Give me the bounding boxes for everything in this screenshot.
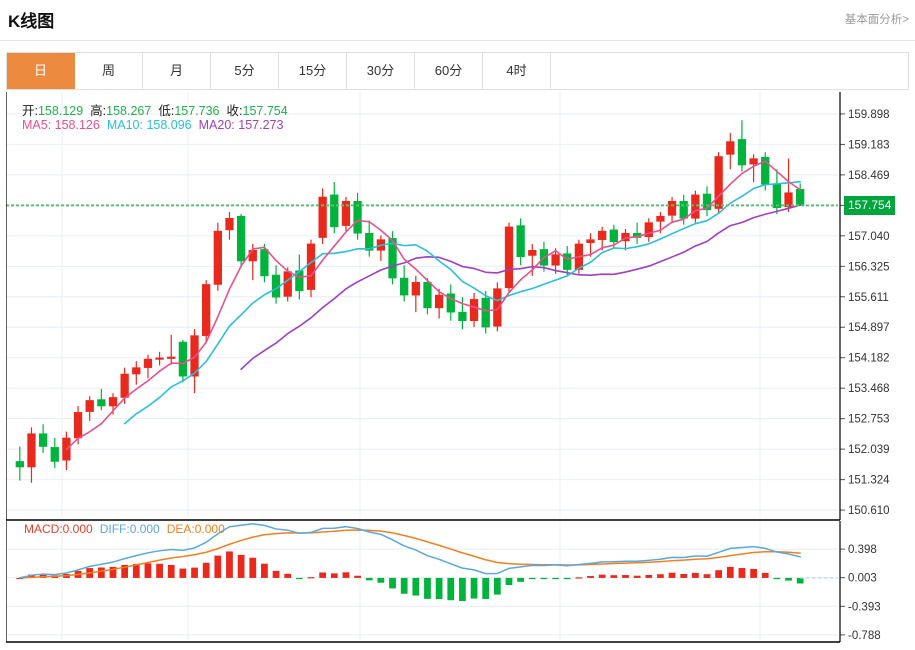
svg-text:154.897: 154.897 [848,322,890,334]
svg-text:157.040: 157.040 [848,231,890,243]
chart-area[interactable]: 159.898 159.183 158.469 157.754 157.040 156.3… [6,92,909,645]
macd-legend: MACD:0.000 DIFF:0.000 DEA:0.000 [24,522,225,536]
open-label: 开: [22,104,38,118]
tabbar-filler [551,53,908,89]
svg-text:153.468: 153.468 [848,383,890,395]
ma20-legend: MA20: 157.273 [198,118,284,132]
period-tabbar: 日 周 月 5分 15分 30分 60分 4时 [6,52,909,90]
low-value: 157.736 [174,104,220,118]
svg-text:156.325: 156.325 [848,261,890,273]
macd-lines [19,523,838,579]
svg-text:158.469: 158.469 [848,170,890,182]
svg-text:-0.788: -0.788 [848,630,881,642]
tab-4hour[interactable]: 4时 [483,53,551,89]
price-gridlines [6,113,838,511]
macd-legend-value: MACD:0.000 [24,522,93,536]
svg-text:-0.393: -0.393 [848,601,881,613]
svg-text:0.003: 0.003 [848,573,877,585]
high-label: 高: [90,104,107,118]
svg-text:151.324: 151.324 [848,475,890,487]
chart-frames [6,92,841,643]
ma-legend: MA5: 158.126 MA10: 158.096 MA20: 157.273 [22,118,283,132]
macd-gridlines [6,548,838,636]
price-axis: 159.898159.183158.469157.754157.040156.3… [840,109,890,517]
tab-60min[interactable]: 60分 [415,53,483,89]
svg-text:154.182: 154.182 [848,353,890,365]
fundamental-analysis-link[interactable]: 基本面分析> [844,14,909,26]
ohlc-legend: 开:158.129 高:158.267 低:157.736 收:157.754 [22,100,288,119]
page-header: K线图 基本面分析> [0,0,915,41]
dea-legend-value: DEA:0.000 [166,522,225,536]
close-label: 收: [226,104,243,118]
svg-text:159.183: 159.183 [848,139,890,151]
svg-text:0.398: 0.398 [848,544,877,556]
page-title: K线图 [8,12,55,31]
svg-text:159.898: 159.898 [848,109,890,121]
svg-text:155.611: 155.611 [848,292,889,304]
ma10-legend: MA10: 158.096 [106,118,192,132]
diff-legend-value: DIFF:0.000 [99,522,160,536]
low-label: 低: [158,104,175,118]
svg-text:150.610: 150.610 [848,505,890,517]
tab-week[interactable]: 周 [75,53,143,89]
close-value: 157.754 [242,104,288,118]
svg-text:152.753: 152.753 [848,414,890,426]
high-value: 158.267 [106,104,152,118]
current-price-tag: 157.754 [844,196,896,216]
moving-average-lines [65,160,801,451]
macd-axis: 0.398 0.003 -0.393 -0.788 [840,544,881,642]
tab-5min[interactable]: 5分 [211,53,279,89]
ma5-legend: MA5: 158.126 [22,118,100,132]
tab-30min[interactable]: 30分 [347,53,415,89]
macd-histogram [16,551,804,602]
price-vgridlines [61,92,761,518]
tab-day[interactable]: 日 [7,53,75,89]
tab-month[interactable]: 月 [143,53,211,89]
open-value: 158.129 [37,104,84,118]
macd-vgridlines [61,520,761,640]
svg-text:152.039: 152.039 [848,444,890,456]
kline-chart-svg[interactable]: 159.898 159.183 158.469 157.754 157.040 156.3… [6,92,909,645]
tab-15min[interactable]: 15分 [279,53,347,89]
